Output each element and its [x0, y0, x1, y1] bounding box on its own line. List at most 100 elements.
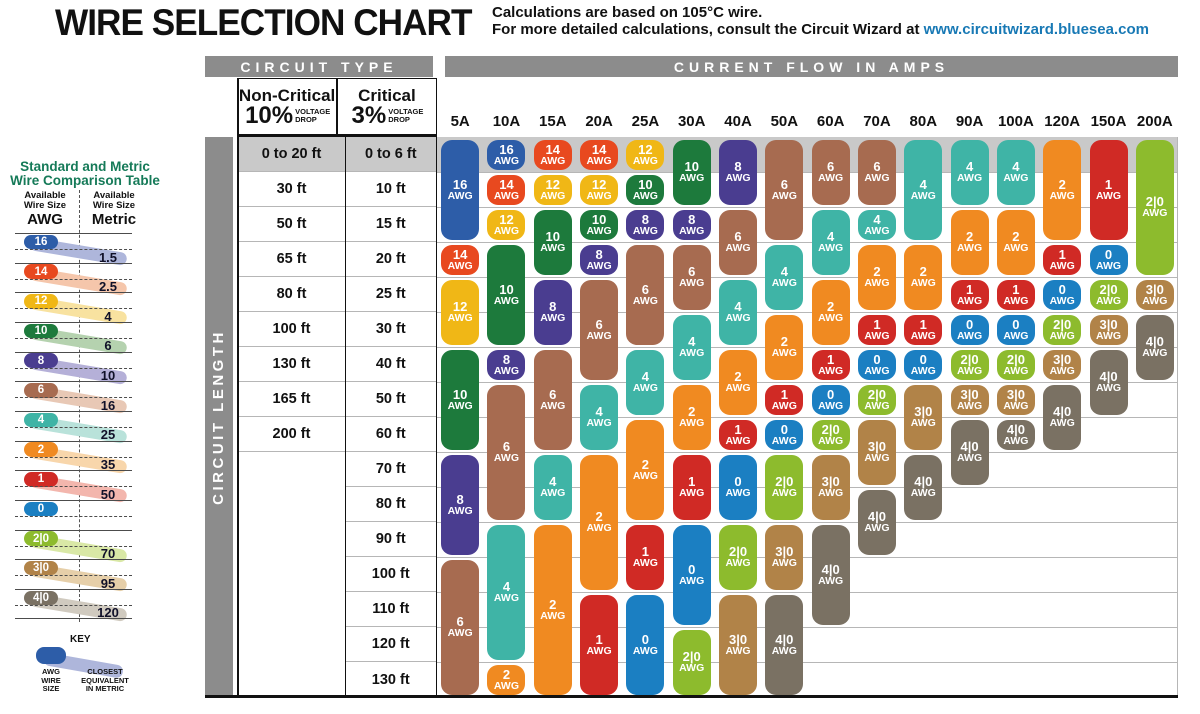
pill-size-value: 2|0 [1099, 281, 1118, 297]
row-label-critical: 130 ft [346, 662, 436, 697]
pill-size-unit: AWG [632, 382, 658, 394]
pill-40A-0awg: 0 AWG [719, 454, 758, 520]
pill-size-unit: AWG [1003, 329, 1029, 342]
comparison-line [15, 618, 132, 620]
comparison-dash [15, 515, 132, 517]
pill-size-unit: AWG [1003, 242, 1029, 254]
pill-size-value: 4 [595, 404, 603, 419]
pill-size-value: 2|0 [775, 474, 794, 489]
pill-size-unit: AWG [586, 417, 612, 429]
pill-60A-2/0awg: 2|0 AWG [811, 419, 850, 450]
comparison-metric-1.5: 1.5 [98, 249, 118, 265]
critical-drop: VOLTAGE DROP [388, 107, 424, 124]
pill-size-unit: AWG [1142, 207, 1168, 219]
pill-size-value: 0 [780, 421, 788, 437]
gridline-row-11 [437, 522, 1178, 523]
pill-size-value: 2 [502, 666, 511, 682]
row-label-critical: 110 ft [346, 592, 436, 627]
circuit-wizard-link[interactable]: www.circuitwizard.bluesea.com [923, 21, 1149, 38]
pill-size-unit: AWG [679, 662, 705, 674]
pill-size-unit: AWG [957, 329, 983, 342]
amp-header-40A: 40A [724, 113, 752, 130]
pill-size-unit: AWG [1142, 347, 1168, 359]
pill-size-value: 1 [734, 421, 742, 437]
comparison-dash [15, 337, 132, 339]
pill-30A-1awg: 1 AWG [672, 454, 711, 520]
pill-size-unit: AWG [540, 154, 566, 167]
pill-size-unit: AWG [679, 347, 705, 359]
circuit-type-header: CIRCUIT TYPE [205, 56, 433, 77]
comparison-metric-50: 50 [100, 486, 116, 502]
pill-size-unit: AWG [493, 364, 520, 377]
pill-size-value: 4 [827, 229, 835, 244]
pill-90A-2/0awg: 2|0 AWG [950, 349, 989, 380]
pill-100A-4/0awg: 4|0 AWG [996, 419, 1035, 450]
note-line1: Calculations are based on 105°C wire. [492, 4, 763, 21]
pill-20A-10awg: 10 AWG [580, 209, 619, 240]
pill-size-value: 16 [499, 141, 514, 157]
pill-80A-4/0awg: 4|0 AWG [904, 454, 943, 520]
critical-header: Critical 3% VOLTAGE DROP [338, 79, 436, 134]
pill-60A-0awg: 0 AWG [811, 384, 850, 415]
pill-10A-10awg: 10 AWG [487, 244, 526, 345]
pill-size-value: 4 [734, 299, 742, 314]
comparison-awg-12: 12 [24, 294, 58, 309]
pill-size-value: 1 [780, 386, 788, 402]
pill-size-value: 4|0 [960, 439, 979, 454]
comparison-line [15, 262, 132, 264]
pill-5A-8awg: 8 AWG [441, 454, 480, 555]
gridline-row-14 [437, 627, 1178, 628]
pill-size-unit: AWG [493, 189, 520, 202]
pill-20A-4awg: 4 AWG [580, 384, 619, 450]
comparison-awg-4/0: 4|0 [24, 590, 58, 606]
pill-size-value: 0 [641, 631, 650, 647]
comparison-dash [15, 308, 132, 310]
pill-size-unit: AWG [864, 172, 890, 184]
pill-200A-2/0awg: 2|0 AWG [1135, 139, 1174, 275]
pill-size-value: 0 [1104, 246, 1113, 262]
pill-size-unit: AWG [771, 399, 797, 412]
pill-size-value: 10 [684, 159, 699, 174]
row-label-critical: 0 to 6 ft [346, 137, 436, 172]
pill-size-unit: AWG [447, 312, 473, 324]
pill-size-unit: AWG [1003, 399, 1029, 412]
gridline-row-1 [437, 172, 1178, 173]
pill-size-value: 6 [780, 176, 788, 192]
amp-header-10A: 10A [492, 113, 521, 130]
pill-5A-10awg: 10 AWG [441, 349, 480, 450]
pill-150A-2/0awg: 2|0 AWG [1089, 279, 1128, 310]
pill-size-value: 8 [641, 211, 650, 227]
pill-size-unit: AWG [725, 312, 751, 324]
pill-size-value: 6 [502, 439, 511, 454]
pill-90A-4/0awg: 4|0 AWG [950, 419, 989, 485]
pill-20A-14awg: 14 AWG [580, 139, 619, 170]
comparison-line [15, 470, 132, 472]
pill-size-unit: AWG [771, 277, 797, 289]
pill-size-unit: AWG [1095, 382, 1122, 394]
row-label-noncritical: 0 to 20 ft [238, 137, 345, 172]
amp-header-120A: 120A [1044, 113, 1081, 130]
pill-20A-8awg: 8 AWG [580, 244, 619, 275]
pill-size-unit: AWG [679, 172, 705, 184]
pill-70A-2/0awg: 2|0 AWG [857, 384, 896, 415]
pill-size-value: 4 [965, 159, 974, 174]
pill-size-unit: AWG [1095, 189, 1122, 202]
row-label-noncritical: 130 ft [238, 347, 345, 382]
pill-60A-4awg: 4 AWG [811, 209, 850, 275]
pill-size-unit: AWG [771, 189, 797, 202]
pill-size-unit: AWG [1003, 364, 1029, 377]
comparison-metric-16: 16 [100, 397, 116, 413]
pill-size-unit: AWG [632, 644, 658, 657]
pill-size-unit: AWG [447, 189, 473, 202]
pill-100A-4awg: 4 AWG [996, 139, 1035, 205]
pill-size-value: 4|0 [914, 474, 933, 489]
pill-40A-6awg: 6 AWG [719, 209, 758, 275]
pill-size-value: 4 [549, 474, 557, 489]
pill-size-unit: AWG [910, 487, 936, 499]
pill-size-unit: AWG [447, 627, 473, 639]
pill-15A-6awg: 6 AWG [533, 349, 572, 450]
pill-size-unit: AWG [586, 329, 612, 342]
table-top-border [237, 135, 437, 137]
pill-20A-12awg: 12 AWG [580, 174, 619, 205]
pill-size-value: 1 [1058, 246, 1066, 262]
